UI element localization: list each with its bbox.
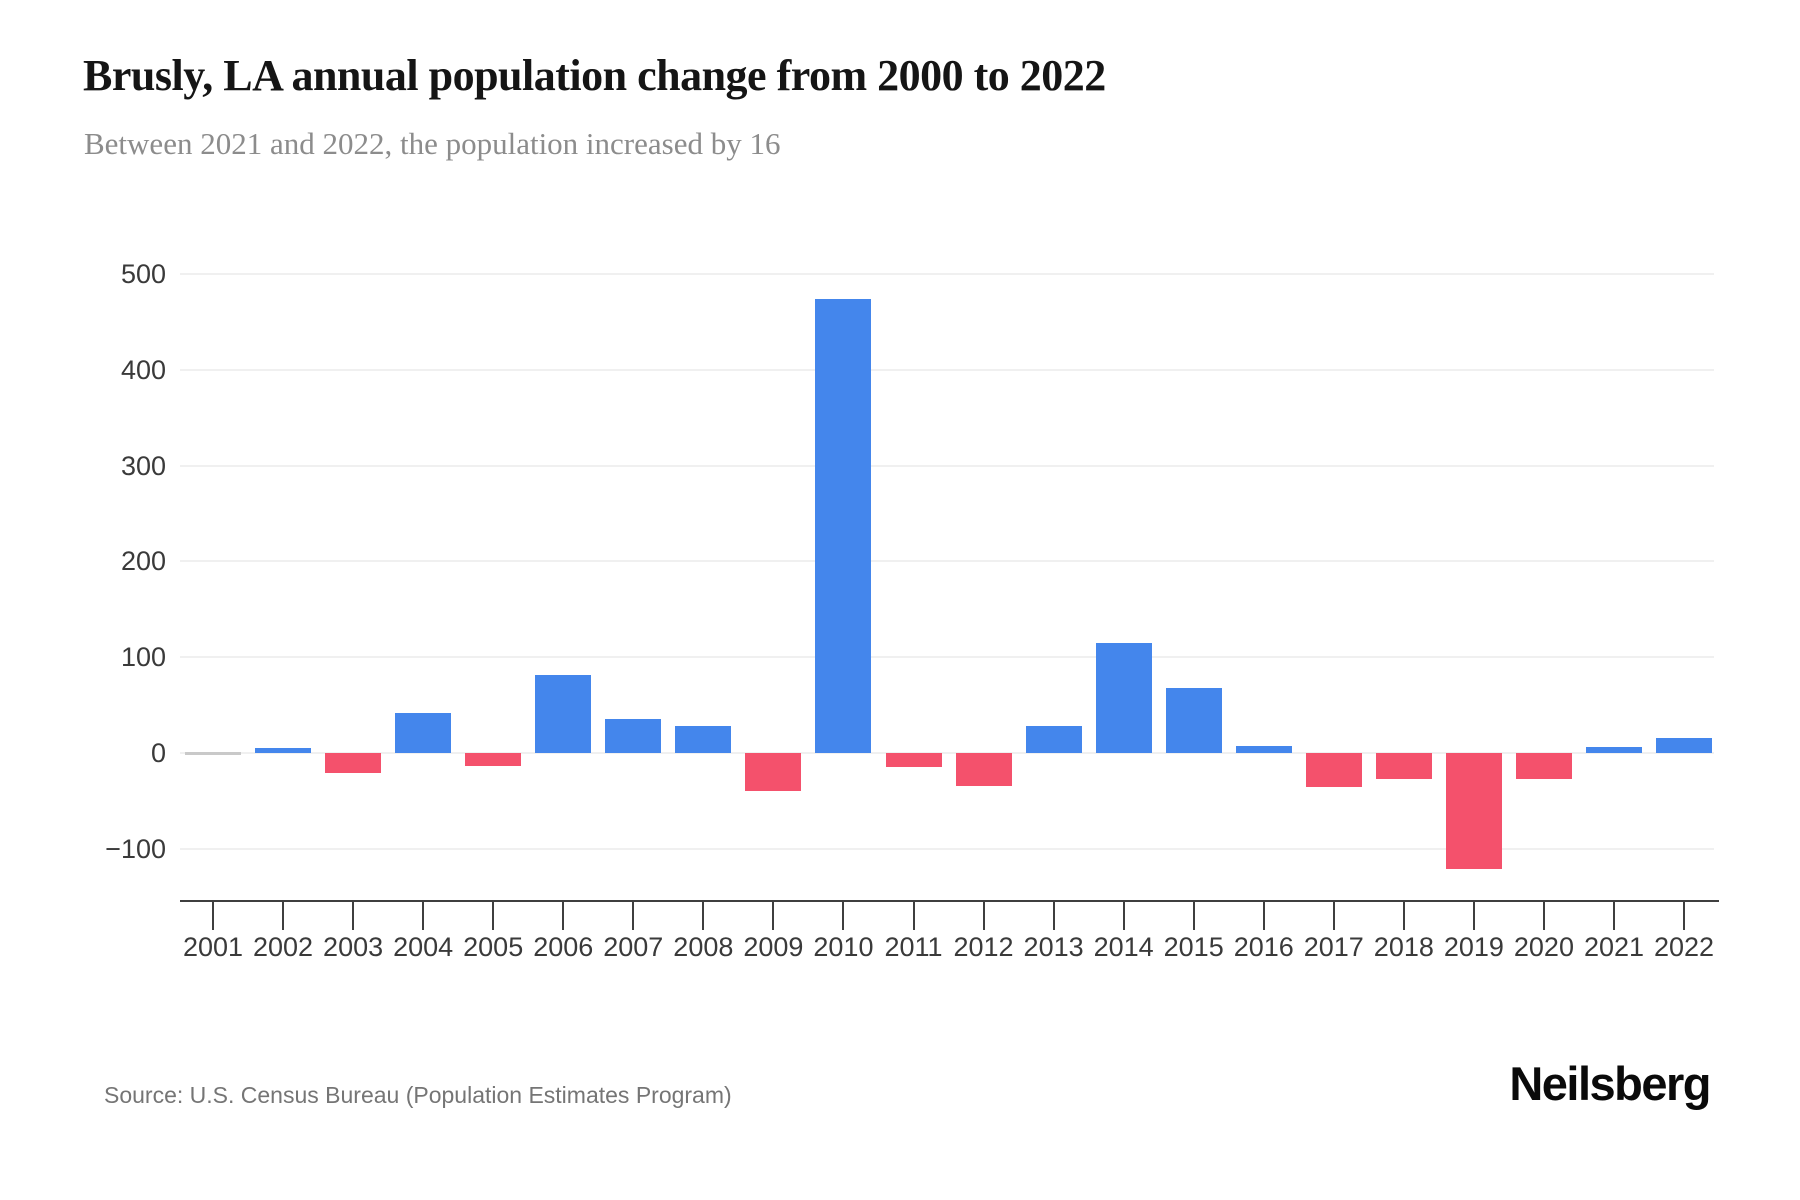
x-axis-label: 2006 (533, 932, 594, 962)
x-axis-label: 2004 (393, 932, 454, 962)
source-note: Source: U.S. Census Bureau (Population E… (104, 1082, 732, 1108)
gridline (180, 847, 1714, 850)
bar-2021[interactable] (1586, 747, 1642, 753)
bar-2008[interactable] (675, 726, 732, 753)
bar-2003[interactable] (325, 753, 382, 774)
x-axis-label: 2010 (813, 932, 874, 962)
x-axis-label: 2005 (463, 932, 524, 962)
x-axis-tick (282, 902, 285, 930)
bar-2014[interactable] (1095, 642, 1152, 753)
x-axis-label: 2022 (1654, 932, 1715, 962)
x-axis-tick (422, 902, 425, 930)
x-axis-label: 2007 (603, 932, 664, 962)
x-axis-label: 2001 (182, 932, 244, 962)
bar-2010[interactable] (815, 298, 872, 753)
x-axis-label: 2016 (1233, 932, 1294, 962)
gridline (180, 368, 1714, 371)
bar-2012[interactable] (955, 753, 1012, 786)
x-axis-label: 2011 (884, 932, 943, 962)
y-axis-label: 500 (120, 259, 166, 289)
gridline (180, 464, 1714, 467)
bar-2019[interactable] (1445, 753, 1502, 869)
x-axis-label: 2002 (253, 932, 314, 962)
y-axis-label: −100 (105, 833, 166, 864)
bar-2013[interactable] (1025, 726, 1082, 753)
x-axis-tick (1542, 902, 1545, 930)
bar-2002[interactable] (255, 748, 312, 753)
x-axis-tick (492, 902, 495, 930)
x-axis-tick (212, 902, 214, 930)
bar-2018[interactable] (1375, 753, 1432, 779)
x-axis-tick (1192, 902, 1195, 930)
y-axis-label: 200 (120, 546, 166, 577)
bar-2004[interactable] (395, 712, 452, 753)
x-axis-label: 2003 (323, 932, 384, 962)
x-axis-label: 2009 (743, 932, 804, 962)
neilsberg-logo: Neilsberg (1509, 1057, 1711, 1110)
bar-2005[interactable] (465, 753, 522, 767)
x-axis-label: 2015 (1163, 932, 1224, 962)
bar-2022[interactable] (1656, 737, 1713, 753)
x-axis-tick (632, 902, 635, 930)
bar-2001[interactable] (185, 752, 241, 755)
x-axis-tick (1472, 902, 1475, 930)
x-axis-tick (1402, 902, 1405, 930)
x-axis-label: 2012 (953, 932, 1014, 962)
x-axis-tick (352, 902, 355, 930)
x-axis-tick (772, 902, 775, 930)
bar-2015[interactable] (1165, 687, 1222, 753)
x-axis-label: 2018 (1373, 932, 1434, 962)
x-axis-tick (562, 902, 565, 930)
y-axis-label: 100 (120, 642, 166, 673)
x-axis-label: 2021 (1583, 932, 1645, 962)
x-axis-label: 2020 (1513, 932, 1574, 962)
x-axis-tick (912, 902, 915, 930)
y-axis-label: 400 (120, 354, 166, 385)
bar-2007[interactable] (605, 719, 662, 753)
gridline (180, 752, 1714, 754)
x-axis-tick (1052, 902, 1055, 930)
x-axis-line (180, 900, 1719, 902)
y-axis-label: 0 (150, 738, 166, 768)
x-axis-label: 2019 (1443, 932, 1504, 962)
y-axis-label: 300 (120, 450, 166, 481)
gridline (180, 273, 1714, 275)
bar-2009[interactable] (745, 753, 802, 792)
page-title: Brusly, LA annual population change from… (83, 51, 1106, 100)
bar-2016[interactable] (1235, 746, 1292, 753)
gridline (180, 656, 1714, 659)
x-axis-tick (1683, 902, 1686, 930)
bar-2006[interactable] (535, 675, 592, 753)
x-axis-tick (1262, 902, 1265, 930)
x-axis-tick (1613, 902, 1615, 930)
x-axis-tick (982, 902, 985, 930)
x-axis-tick (1122, 902, 1125, 930)
x-axis-tick (702, 902, 705, 930)
x-axis-label: 2013 (1023, 932, 1084, 962)
bar-2020[interactable] (1515, 753, 1572, 779)
x-axis-label: 2017 (1303, 932, 1364, 962)
x-axis-tick (842, 902, 845, 930)
x-axis-tick (1332, 902, 1335, 930)
x-axis-label: 2008 (673, 932, 734, 962)
chart-subtitle: Between 2021 and 2022, the population in… (84, 126, 781, 161)
bar-2017[interactable] (1305, 753, 1362, 788)
x-axis-label: 2014 (1093, 932, 1154, 962)
gridline (180, 560, 1714, 563)
bar-2011[interactable] (885, 753, 942, 768)
